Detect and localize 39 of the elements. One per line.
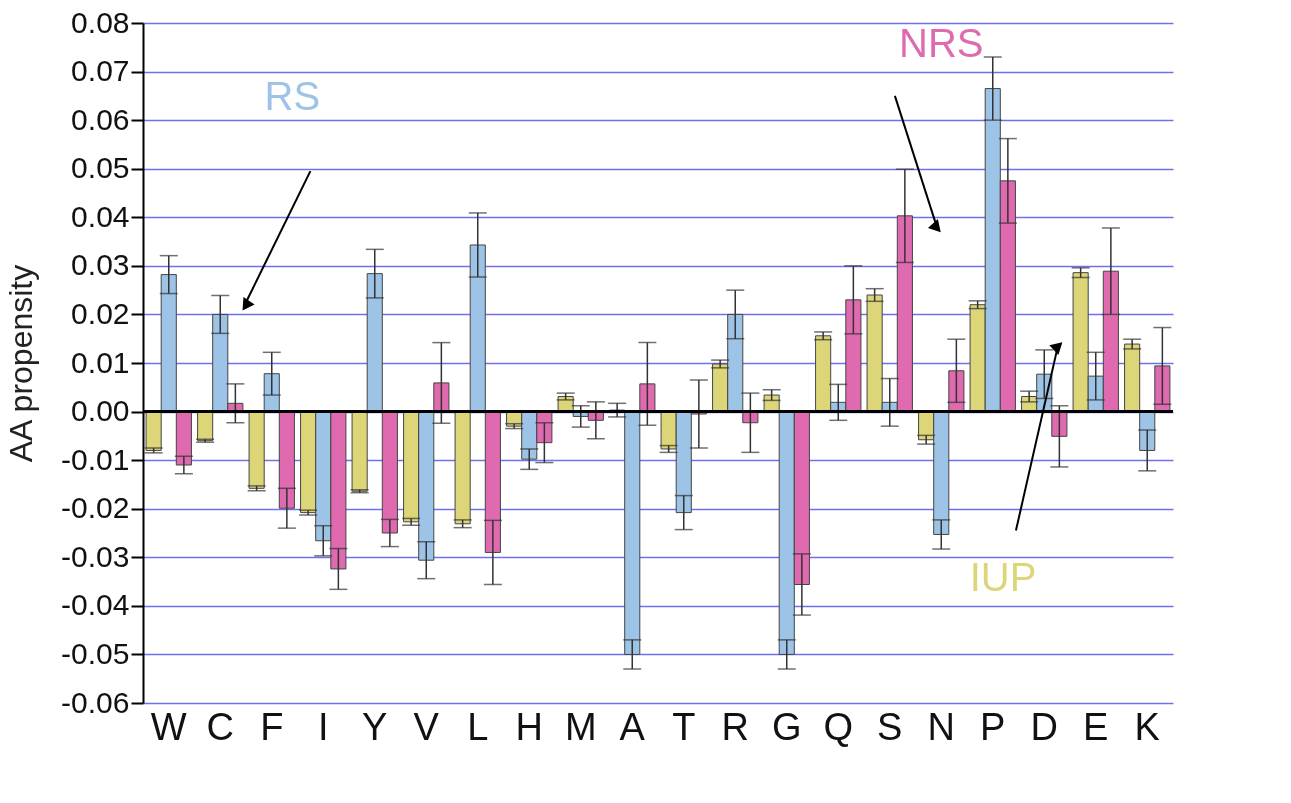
- x-tick-label: M: [564, 705, 597, 748]
- x-tick-label: V: [413, 705, 440, 748]
- x-tick-label: Q: [823, 705, 854, 748]
- y-tick-label: 0.01: [71, 345, 130, 379]
- x-tick-label: S: [877, 705, 903, 748]
- x-tick-label: N: [927, 705, 955, 748]
- y-tick-label: 0.04: [71, 199, 130, 233]
- text: RS: [264, 74, 321, 119]
- x-tick-label: D: [1030, 705, 1058, 748]
- text: NRS: [899, 20, 984, 65]
- y-tick-label: -0.01: [61, 442, 130, 476]
- x-tick-label: W: [150, 705, 187, 748]
- x-tick-label: L: [467, 705, 489, 748]
- text: IUP: [969, 555, 1037, 600]
- x-tick-label: Y: [362, 705, 388, 748]
- y-tick-label: 0.07: [71, 54, 130, 88]
- y-tick-label: -0.06: [61, 685, 130, 719]
- y-tick-label: 0.02: [71, 296, 130, 330]
- y-tick-label: 0.05: [71, 151, 130, 185]
- y-tick-label: 0.03: [71, 248, 130, 282]
- y-axis-title: AA propensity: [3, 264, 40, 463]
- x-tick-label: P: [980, 705, 1006, 748]
- x-tick-label: H: [515, 705, 543, 748]
- x-tick-label: K: [1134, 705, 1160, 748]
- y-tick-label: -0.03: [61, 539, 130, 573]
- x-tick-label: G: [771, 705, 802, 748]
- x-tick-label: E: [1083, 705, 1109, 748]
- x-tick-label: R: [721, 705, 749, 748]
- x-tick-label: C: [206, 705, 234, 748]
- y-tick-label: 0.00: [71, 394, 130, 428]
- x-tick-label: T: [672, 705, 696, 748]
- y-tick-label: 0.06: [71, 102, 130, 136]
- y-tick-label: -0.02: [61, 491, 130, 525]
- x-tick-label: A: [619, 705, 646, 748]
- y-tick-label: 0.08: [71, 5, 130, 39]
- x-tick-label: F: [260, 705, 284, 748]
- y-tick-label: -0.04: [61, 588, 130, 622]
- x-tick-label: I: [317, 705, 329, 748]
- y-tick-label: -0.05: [61, 636, 130, 670]
